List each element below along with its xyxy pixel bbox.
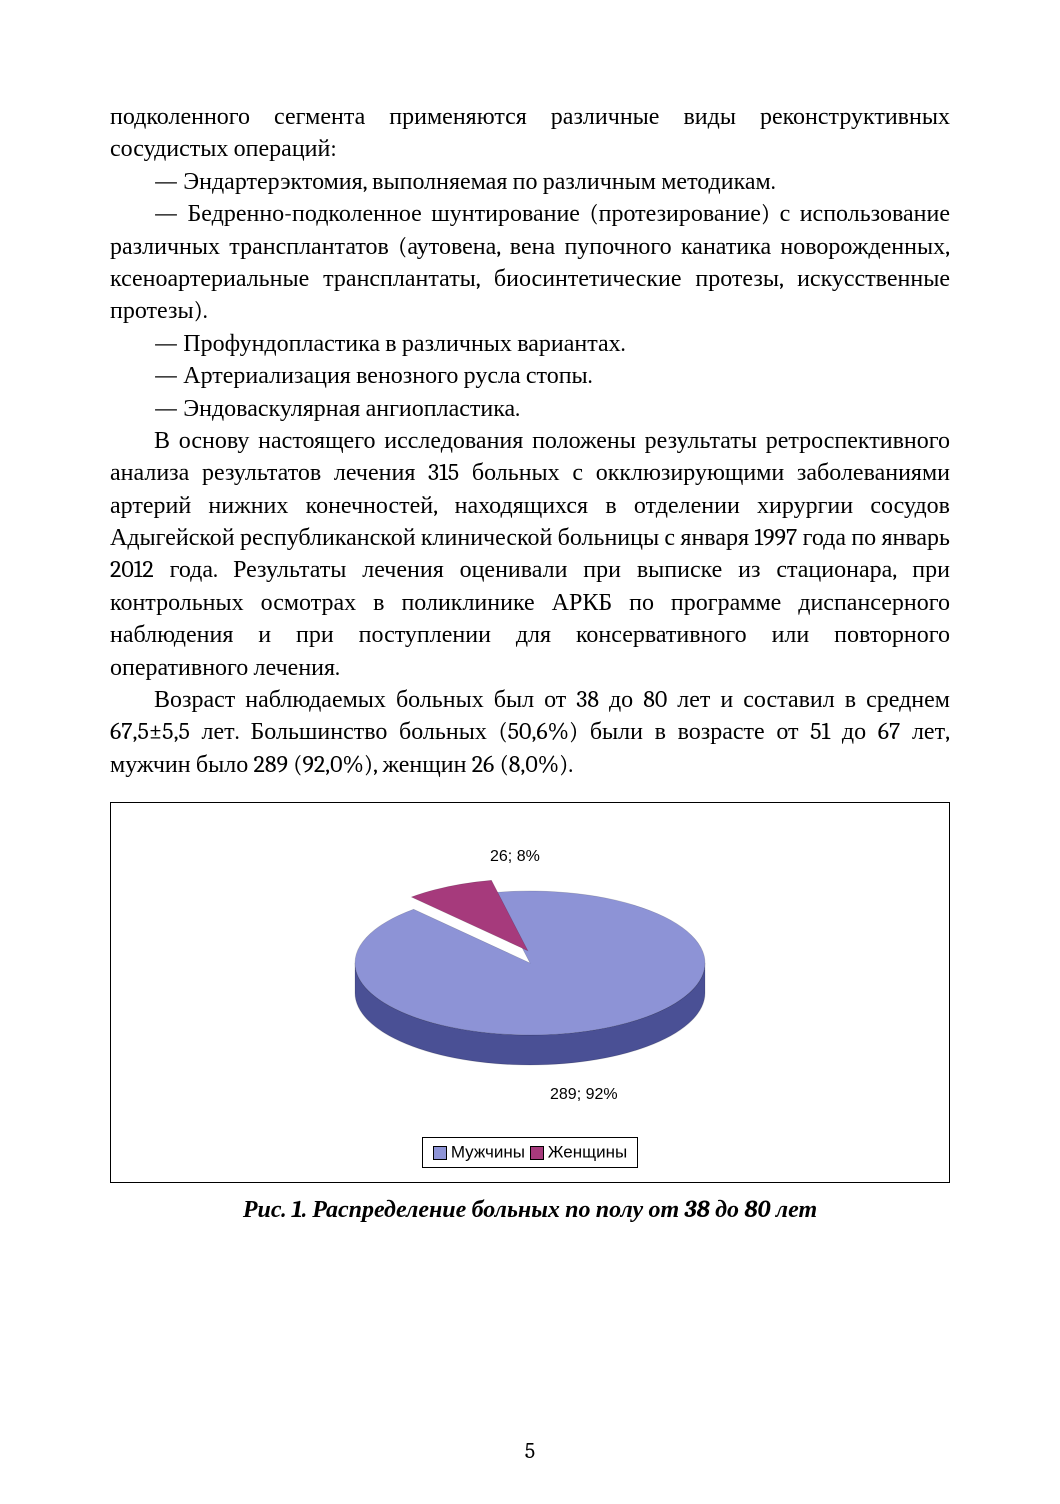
bullet-2: — Бедренно-подколенное шунтирование (про…: [110, 197, 950, 327]
pie-chart-container: 26; 8% 289; 92% Мужчины Женщины: [110, 802, 950, 1183]
bullet-5: — Эндоваскулярная ангиопластика.: [110, 392, 950, 424]
document-page: подколенного сегмента применяются различ…: [0, 0, 1060, 1504]
chart-legend: Мужчины Женщины: [121, 1137, 939, 1168]
page-number: 5: [0, 1438, 1060, 1464]
paragraph-methods: В основу настоящего исследования положен…: [110, 424, 950, 683]
paragraph-intro: подколенного сегмента применяются различ…: [110, 100, 950, 165]
gender-pie-chart: 26; 8% 289; 92%: [190, 823, 870, 1123]
figure-caption: Рис. 1. Распределение больных по полу от…: [110, 1195, 950, 1224]
paragraph-age: Возраст наблюдаемых больных был от 38 до…: [110, 683, 950, 780]
svg-text:289; 92%: 289; 92%: [550, 1086, 618, 1103]
bullet-1: — Эндартерэктомия, выполняемая по различ…: [110, 165, 950, 197]
bullet-3: — Профундопластика в различных вариантах…: [110, 327, 950, 359]
bullet-4: — Артериализация венозного русла стопы.: [110, 359, 950, 391]
svg-text:26; 8%: 26; 8%: [490, 848, 540, 865]
